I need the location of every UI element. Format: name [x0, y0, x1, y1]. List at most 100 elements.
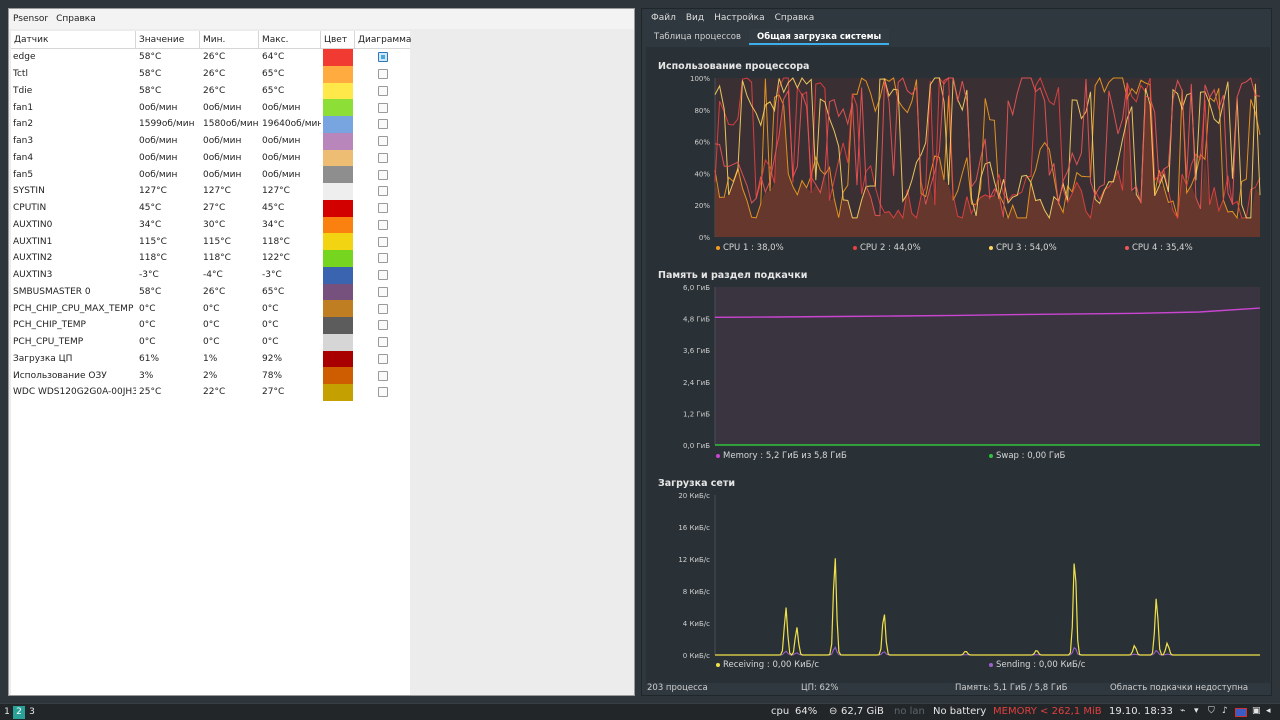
table-row[interactable]: PCH_CHIP_CPU_MAX_TEMP 0°C 0°C 0°C — [11, 300, 410, 317]
color-swatch[interactable] — [323, 199, 353, 217]
color-swatch[interactable] — [323, 250, 353, 267]
header-sensor[interactable]: Датчик — [11, 31, 136, 49]
menu-settings[interactable]: Настройка — [714, 13, 765, 23]
color-swatch[interactable] — [323, 132, 353, 150]
table-row[interactable]: WDC WDS120G2G0A-00JH30 25°C 22°C 27°C — [11, 384, 410, 401]
wifi-icon[interactable]: ▾ — [1194, 706, 1199, 716]
table-row[interactable]: fan2 1599об/мин 1580об/мин 19640об/мин — [11, 116, 410, 133]
graph-checkbox[interactable] — [377, 337, 388, 348]
menu-help[interactable]: Справка — [774, 13, 815, 23]
graph-checkbox[interactable] — [377, 85, 388, 96]
memory-tick-label: 3,6 ГиБ — [683, 347, 710, 355]
graph-checkbox[interactable] — [377, 303, 388, 314]
table-row[interactable]: PCH_CPU_TEMP 0°C 0°C 0°C — [11, 333, 410, 351]
graph-checkbox[interactable] — [377, 387, 388, 398]
sensor-color-cell — [321, 132, 355, 150]
graph-checkbox[interactable] — [377, 69, 388, 80]
table-row[interactable]: Загрузка ЦП 61% 1% 92% — [11, 350, 410, 368]
screenshot-icon[interactable]: ▣ — [1252, 706, 1261, 716]
sensor-name: fan5 — [13, 169, 34, 180]
table-row[interactable]: edge 58°C 26°C 64°C — [11, 49, 410, 66]
table-row[interactable]: fan3 0об/мин 0об/мин 0об/мин — [11, 132, 410, 150]
menu-view[interactable]: Вид — [685, 13, 705, 23]
sensor-max: -3°C — [262, 270, 282, 281]
workspace-2[interactable]: 2 — [13, 706, 25, 719]
color-swatch[interactable] — [323, 149, 353, 167]
table-row[interactable]: CPUTIN 45°C 27°C 45°C — [11, 199, 410, 217]
color-swatch[interactable] — [323, 384, 353, 401]
color-swatch[interactable] — [323, 233, 353, 250]
memory-plot-bg — [715, 287, 1260, 445]
graph-checkbox[interactable] — [377, 253, 388, 264]
color-swatch[interactable] — [323, 333, 353, 351]
color-swatch[interactable] — [323, 49, 353, 66]
workspace-3[interactable]: 3 — [29, 707, 35, 717]
legend-cpu2-dot — [853, 246, 857, 250]
network-tick-label: 0 КиБ/с — [683, 652, 710, 660]
volume-icon[interactable]: ◂ — [1266, 706, 1271, 716]
shield-icon[interactable]: ⛉ — [1208, 706, 1215, 716]
graph-checkbox[interactable] — [377, 219, 388, 230]
graph-checkbox[interactable] — [377, 169, 388, 180]
status-memory: Память: 5,1 ГиБ / 5,8 ГиБ — [955, 683, 1068, 693]
table-row[interactable]: fan1 0об/мин 0об/мин 0об/мин — [11, 99, 410, 116]
color-swatch[interactable] — [323, 216, 353, 234]
link-icon[interactable]: ⌁ — [1180, 706, 1186, 716]
table-row[interactable]: Использование ОЗУ 3% 2% 78% — [11, 367, 410, 384]
header-min[interactable]: Мин. — [200, 31, 259, 49]
table-row[interactable]: AUXTIN3 -3°C -4°C -3°C — [11, 266, 410, 284]
table-row[interactable]: AUXTIN2 118°C 118°C 122°C — [11, 250, 410, 267]
color-swatch[interactable] — [323, 183, 353, 200]
graph-checkbox[interactable] — [377, 236, 388, 247]
graph-checkbox[interactable] — [377, 370, 388, 381]
table-row[interactable]: SMBUSMASTER 0 58°C 26°C 65°C — [11, 283, 410, 301]
sensor-name: AUXTIN0 — [13, 219, 53, 230]
tab-process-table[interactable]: Таблица процессов — [654, 32, 742, 42]
table-row[interactable]: SYSTIN 127°C 127°C 127°C — [11, 183, 410, 200]
graph-checkbox[interactable] — [377, 270, 388, 281]
clock[interactable]: 19.10. 18:33 — [1109, 706, 1173, 717]
graph-checkbox[interactable] — [377, 186, 388, 197]
color-swatch[interactable] — [323, 82, 353, 100]
table-row[interactable]: fan4 0об/мин 0об/мин 0об/мин — [11, 149, 410, 167]
color-swatch[interactable] — [323, 317, 353, 334]
graph-checkbox[interactable] — [377, 102, 388, 113]
graph-checkbox[interactable] — [377, 353, 388, 364]
sensor-name: AUXTIN3 — [13, 270, 53, 281]
graph-checkbox[interactable] — [377, 286, 388, 297]
table-row[interactable]: AUXTIN1 115°C 115°C 118°C — [11, 233, 410, 250]
table-row[interactable]: fan5 0об/мин 0об/мин 0об/мин — [11, 166, 410, 183]
menu-file[interactable]: Файл — [651, 13, 676, 23]
graph-checkbox[interactable] — [377, 152, 388, 163]
color-swatch[interactable] — [323, 266, 353, 284]
table-row[interactable]: Tdie 58°C 26°C 65°C — [11, 82, 410, 100]
header-value[interactable]: Значение — [136, 31, 200, 49]
bell-icon[interactable]: ♪ — [1222, 706, 1228, 716]
header-max[interactable]: Макс. — [259, 31, 321, 49]
keyboard-layout-flag-icon[interactable] — [1235, 708, 1247, 717]
color-swatch[interactable] — [323, 367, 353, 384]
color-swatch[interactable] — [323, 300, 353, 317]
graph-checkbox[interactable] — [377, 136, 388, 147]
table-row[interactable]: PCH_CHIP_TEMP 0°C 0°C 0°C — [11, 317, 410, 334]
tab-system-load[interactable]: Общая загрузка системы — [749, 29, 890, 45]
menu-psensor[interactable]: Psensor — [13, 14, 49, 24]
graph-checkbox[interactable] — [377, 52, 388, 63]
color-swatch[interactable] — [323, 65, 353, 83]
color-swatch[interactable] — [323, 116, 353, 133]
header-graph[interactable]: Диаграмма — [358, 35, 412, 45]
color-swatch[interactable] — [323, 283, 353, 301]
header-color[interactable]: Цвет — [321, 31, 355, 49]
workspace-1[interactable]: 1 — [4, 707, 10, 717]
color-swatch[interactable] — [323, 166, 353, 183]
table-row[interactable]: AUXTIN0 34°C 30°C 34°C — [11, 216, 410, 234]
color-swatch[interactable] — [323, 99, 353, 116]
cpu-chart-title: Использование процессора — [658, 61, 810, 72]
menu-help[interactable]: Справка — [56, 14, 96, 24]
color-swatch[interactable] — [323, 350, 353, 368]
graph-checkbox[interactable] — [377, 119, 388, 130]
graph-checkbox[interactable] — [377, 320, 388, 331]
sensor-min: 2% — [203, 370, 218, 381]
graph-checkbox[interactable] — [377, 203, 388, 214]
table-row[interactable]: Tctl 58°C 26°C 65°C — [11, 65, 410, 83]
